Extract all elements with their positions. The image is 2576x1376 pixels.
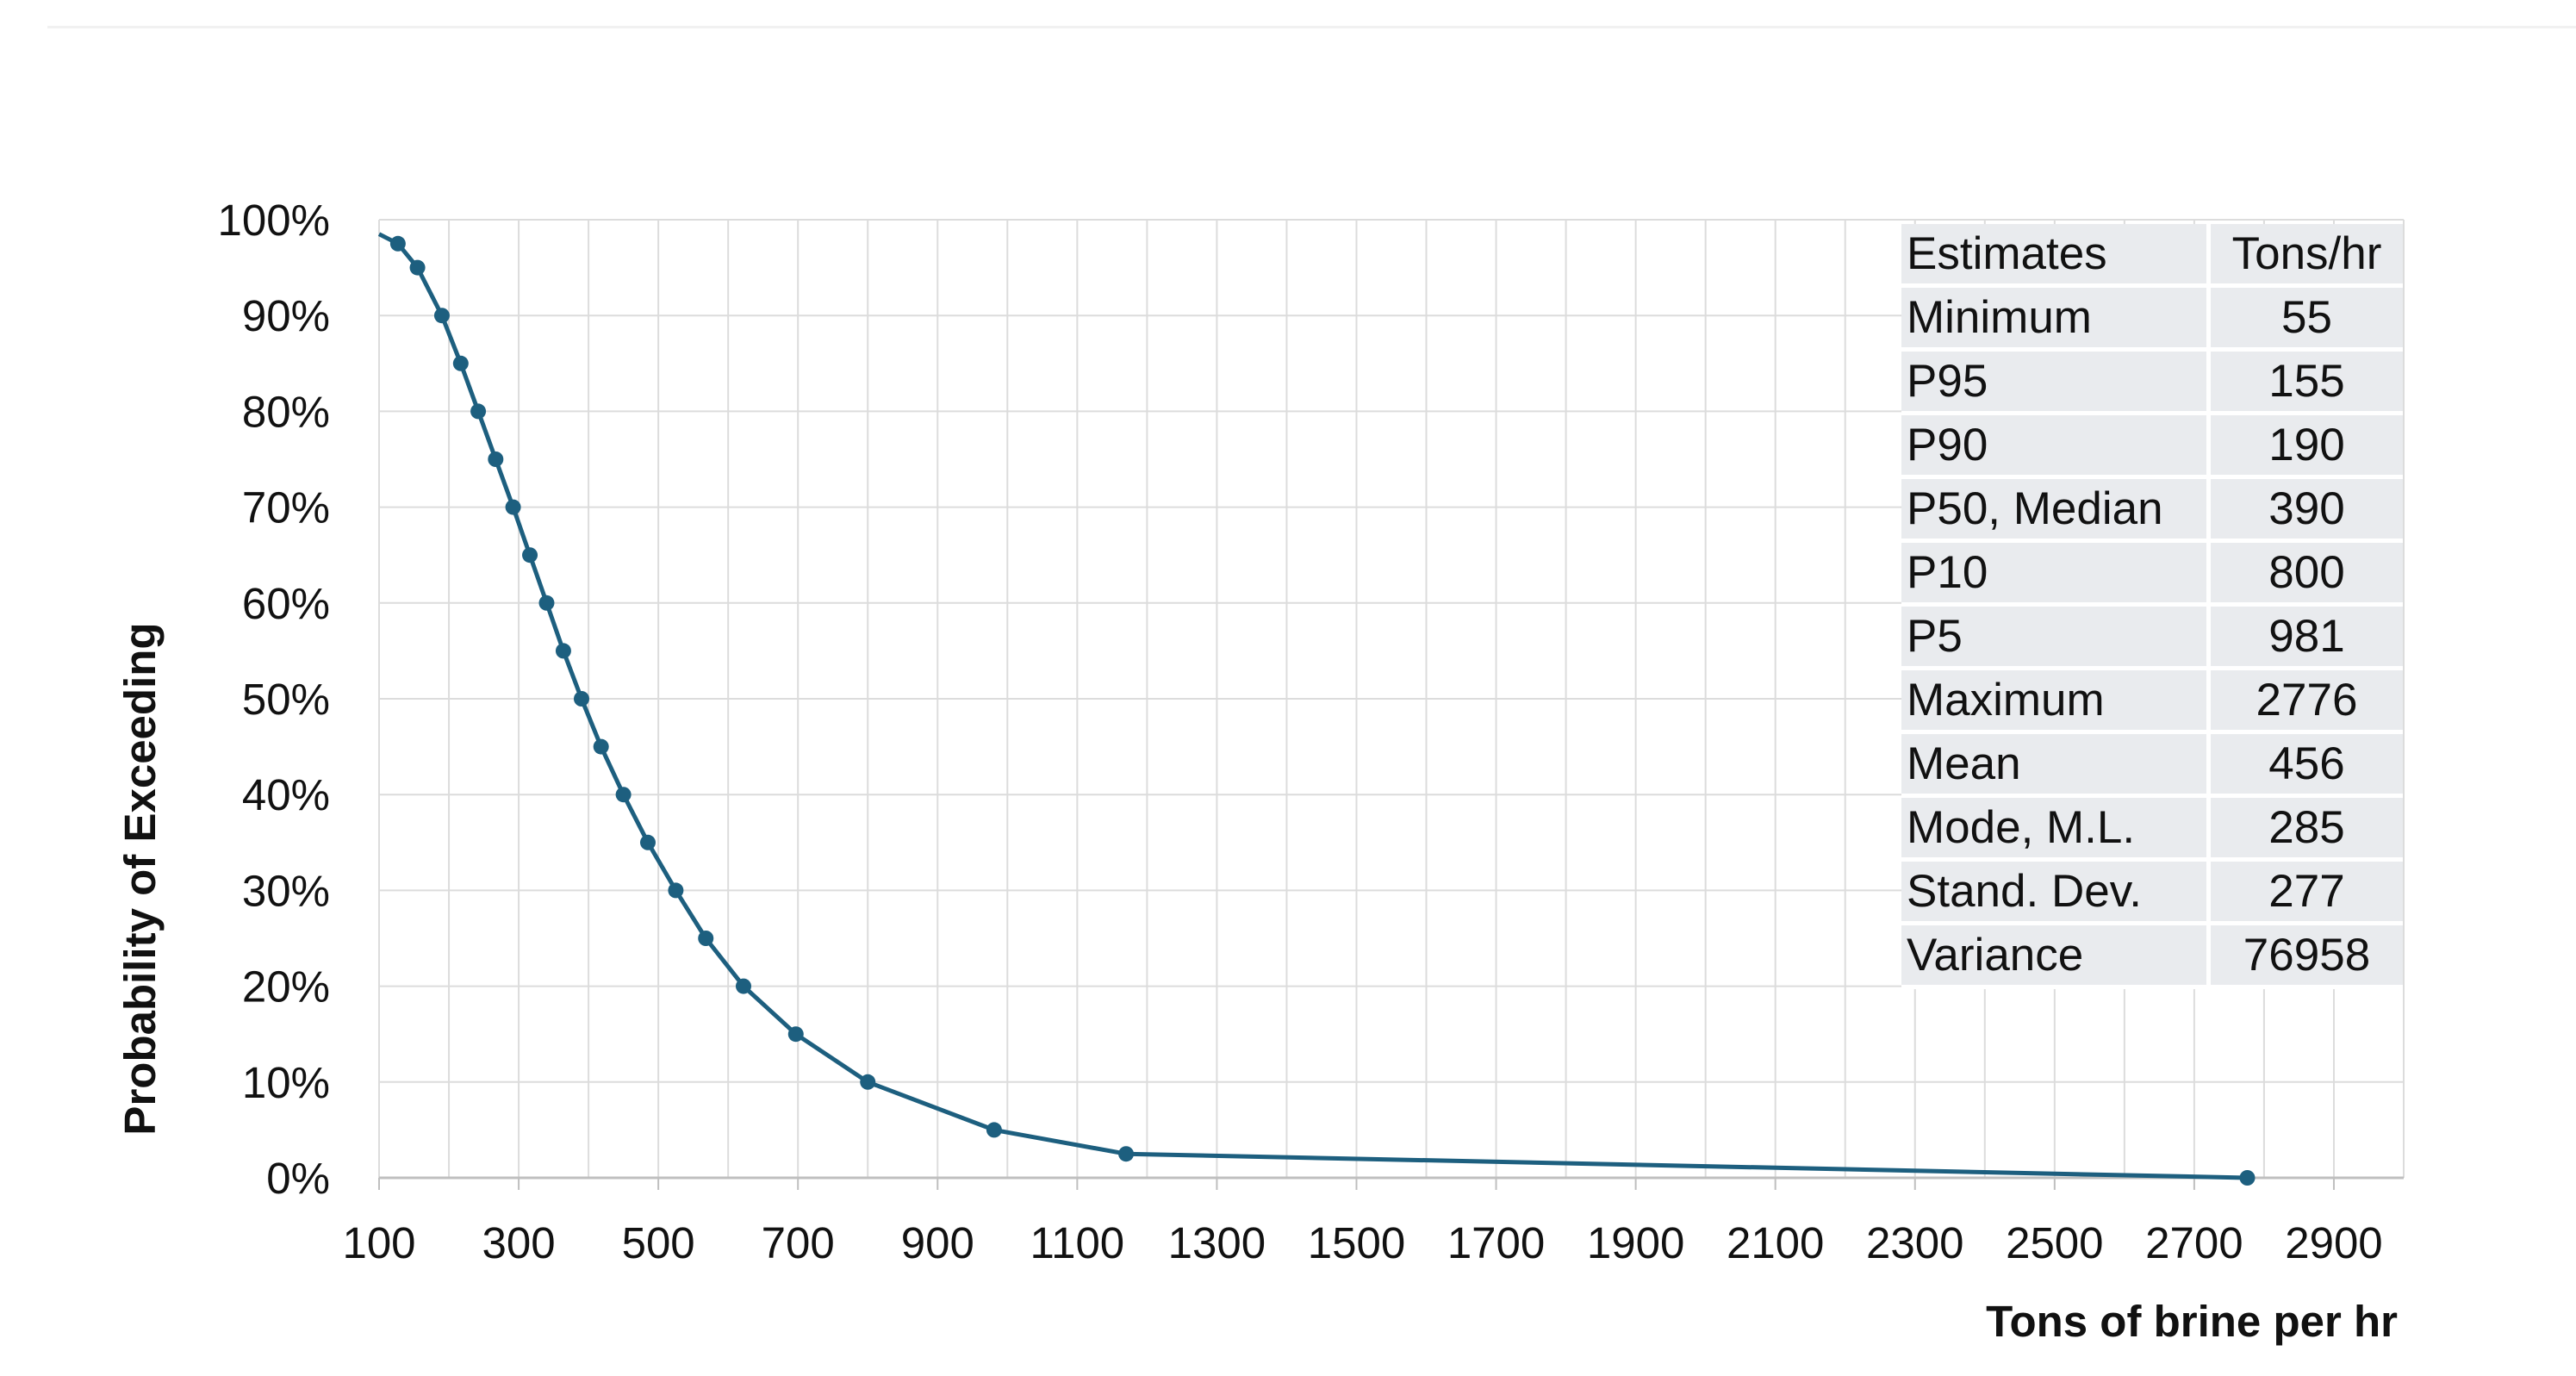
y-tick-label: 30% xyxy=(242,866,330,915)
table-cell-label: P50, Median xyxy=(1901,479,2211,543)
data-point xyxy=(787,1026,804,1043)
axes xyxy=(378,1176,2404,1190)
table-cell-value: 76958 xyxy=(2211,925,2403,989)
x-tick-label: 1100 xyxy=(1030,1218,1125,1267)
x-tick-label: 2900 xyxy=(2285,1218,2382,1267)
data-point xyxy=(736,978,751,994)
table-row: P50, Median 390 xyxy=(1901,479,2403,543)
y-tick-label: 10% xyxy=(242,1058,330,1107)
y-tick-label: 90% xyxy=(242,291,330,340)
data-point xyxy=(593,738,609,755)
x-tick-label: 1300 xyxy=(1168,1218,1266,1267)
x-tick-label: 500 xyxy=(622,1218,695,1267)
table-cell-value: 190 xyxy=(2211,415,2403,479)
data-point xyxy=(668,882,684,899)
x-tick-label: 1700 xyxy=(1447,1218,1545,1267)
data-point xyxy=(555,643,571,659)
table-row: P95 155 xyxy=(1901,352,2403,415)
table-header-label: Estimates xyxy=(1901,224,2211,288)
x-tick-label: 300 xyxy=(482,1218,556,1267)
table-cell-value: 456 xyxy=(2211,734,2403,798)
table-header-row: Estimates Tons/hr xyxy=(1901,224,2403,288)
y-tick-label: 60% xyxy=(242,579,330,628)
data-point xyxy=(698,931,714,946)
x-tick-label: 1500 xyxy=(1308,1218,1405,1267)
table-cell-value: 277 xyxy=(2211,862,2403,925)
table-row: Maximum 2776 xyxy=(1901,670,2403,734)
data-point xyxy=(389,235,406,252)
y-tick-label: 80% xyxy=(242,387,330,436)
table-row: Minimum 55 xyxy=(1901,288,2403,352)
table-header-value: Tons/hr xyxy=(2211,224,2403,288)
data-point xyxy=(639,834,656,850)
table-row: Mode, M.L. 285 xyxy=(1901,798,2403,862)
table-cell-label: Variance xyxy=(1901,925,2211,989)
y-tick-label: 0% xyxy=(266,1154,330,1203)
data-point xyxy=(452,355,469,371)
top-divider xyxy=(47,26,2576,28)
table-cell-label: Mean xyxy=(1901,734,2211,798)
table-cell-label: P90 xyxy=(1901,415,2211,479)
data-point xyxy=(2239,1170,2256,1186)
x-tick-label: 100 xyxy=(342,1218,415,1267)
y-tick-label: 50% xyxy=(242,675,330,724)
data-point xyxy=(860,1074,876,1090)
estimates-table: Estimates Tons/hr Minimum 55 P95 155 P90 190 P… xyxy=(1901,224,2403,989)
table-cell-value: 155 xyxy=(2211,352,2403,415)
table-row: Variance 76958 xyxy=(1901,925,2403,989)
x-tick-label: 2300 xyxy=(1866,1218,1963,1267)
data-point xyxy=(538,595,555,611)
data-point xyxy=(574,691,589,707)
table-cell-label: Minimum xyxy=(1901,288,2211,352)
table-cell-label: Stand. Dev. xyxy=(1901,862,2211,925)
table-cell-value: 800 xyxy=(2211,543,2403,607)
y-tick-label: 100% xyxy=(218,196,330,245)
y-tick-label: 20% xyxy=(242,962,330,1012)
table-cell-label: Maximum xyxy=(1901,670,2211,734)
x-tick-label: 2700 xyxy=(2145,1218,2243,1267)
x-tick-label: 1900 xyxy=(1587,1218,1684,1267)
y-tick-label: 70% xyxy=(242,483,330,532)
data-point xyxy=(470,403,487,420)
data-point xyxy=(488,451,504,467)
table-cell-value: 2776 xyxy=(2211,670,2403,734)
data-point xyxy=(433,308,450,324)
estimates-table-body: Estimates Tons/hr Minimum 55 P95 155 P90 190 P… xyxy=(1901,224,2403,989)
data-point xyxy=(409,259,426,276)
x-tick-label: 2100 xyxy=(1727,1218,1824,1267)
y-axis-title: Probability of Exceeding xyxy=(115,622,165,1135)
x-tick-label: 2500 xyxy=(2006,1218,2103,1267)
table-cell-label: P5 xyxy=(1901,607,2211,670)
data-point xyxy=(615,787,632,803)
data-point xyxy=(505,499,521,515)
table-row: P5 981 xyxy=(1901,607,2403,670)
table-row: P90 190 xyxy=(1901,415,2403,479)
table-cell-value: 285 xyxy=(2211,798,2403,862)
data-point xyxy=(522,547,538,563)
table-cell-value: 390 xyxy=(2211,479,2403,543)
table-row: Mean 456 xyxy=(1901,734,2403,798)
table-cell-value: 981 xyxy=(2211,607,2403,670)
x-tick-label: 700 xyxy=(762,1218,835,1267)
table-row: P10 800 xyxy=(1901,543,2403,607)
y-tick-label: 40% xyxy=(242,770,330,819)
table-cell-label: P10 xyxy=(1901,543,2211,607)
table-cell-label: P95 xyxy=(1901,352,2211,415)
data-point xyxy=(986,1122,1002,1138)
table-cell-label: Mode, M.L. xyxy=(1901,798,2211,862)
x-tick-label: 900 xyxy=(901,1218,974,1267)
table-cell-value: 55 xyxy=(2211,288,2403,352)
table-row: Stand. Dev. 277 xyxy=(1901,862,2403,925)
data-point xyxy=(1118,1146,1135,1162)
tick-labels: 0% 10% 20% 30% 40% 50% 60% 70% 80% 90% 100% 100 300 5… xyxy=(218,196,2383,1267)
x-axis-title: Tons of brine per hr xyxy=(1986,1297,2398,1346)
data-series xyxy=(377,232,2256,1186)
